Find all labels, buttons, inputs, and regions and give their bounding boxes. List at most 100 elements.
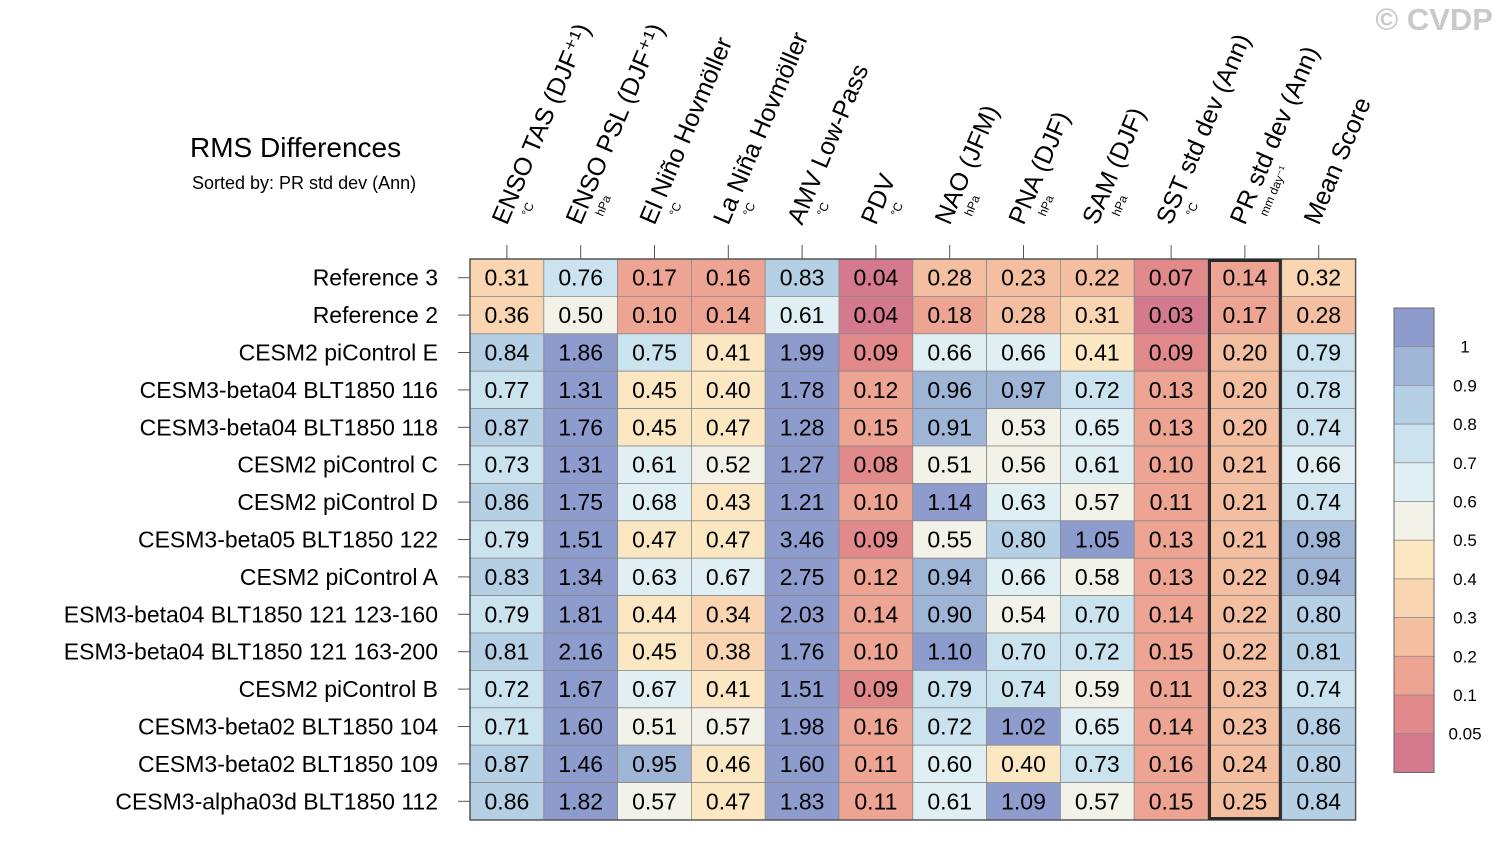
cell-value: 0.61	[1075, 452, 1120, 478]
heatmap-cell	[1060, 782, 1135, 821]
heatmap-cell	[691, 557, 766, 597]
cell-value: 0.98	[1296, 527, 1341, 553]
cell-value: 0.16	[706, 265, 751, 291]
heatmap-cell	[543, 557, 618, 597]
cell-value: 0.38	[706, 639, 751, 665]
colorbar-segment	[1393, 346, 1435, 386]
heatmap-cell	[838, 782, 914, 821]
cell-value: 1.34	[558, 564, 603, 590]
heatmap-cell	[617, 744, 692, 784]
column-label: Mean Score	[1298, 93, 1376, 228]
cell-value: 0.28	[1296, 302, 1341, 328]
chart-subtitle: Sorted by: PR std dev (Ann)	[192, 173, 416, 193]
heatmap-cell	[1133, 782, 1209, 821]
heatmap-cell	[1133, 670, 1209, 709]
heatmap-cell	[912, 445, 987, 484]
cell-value: 0.13	[1149, 564, 1194, 590]
row-label: CESM3-beta02 BLT1850 109	[138, 751, 438, 777]
cell-value: 0.18	[927, 302, 972, 328]
heatmap-cell	[912, 632, 987, 671]
cell-value: 0.72	[485, 676, 530, 702]
cell-value: 0.15	[854, 414, 899, 440]
heatmap-cell	[543, 707, 618, 746]
heatmap-cell	[469, 670, 545, 709]
cell-value: 0.41	[1075, 340, 1120, 366]
column-unit: °C	[1183, 200, 1201, 218]
heatmap-cell	[1060, 408, 1135, 447]
column-label: AMV Low-Pass	[782, 60, 875, 228]
heatmap-cell	[1207, 408, 1283, 447]
heatmap-cell	[1133, 595, 1209, 634]
column-unit: °C	[740, 200, 758, 218]
cell-value: 1.31	[558, 377, 603, 403]
cell-value: 0.56	[1001, 452, 1046, 478]
heatmap-cell	[691, 408, 766, 447]
cell-value: 0.63	[632, 564, 677, 590]
heatmap-cell	[912, 557, 987, 597]
heatmap-cell	[543, 595, 618, 634]
cell-value: 2.75	[780, 564, 825, 590]
cell-value: 0.74	[1296, 676, 1341, 702]
cell-value: 0.15	[1149, 639, 1194, 665]
heatmap-cell	[469, 520, 545, 559]
cell-value: 0.72	[1075, 639, 1120, 665]
cell-value: 0.14	[1149, 601, 1194, 627]
cell-value: 0.79	[1296, 340, 1341, 366]
cell-value: 0.94	[1296, 564, 1341, 590]
colorbar-segment	[1393, 617, 1435, 657]
cell-value: 0.51	[632, 714, 677, 740]
row-label: CESM3-beta04 BLT1850 116	[140, 377, 438, 403]
heatmap-cell	[543, 670, 618, 709]
heatmap-cell	[543, 370, 618, 410]
heatmap-cell	[912, 482, 987, 522]
cell-value: 0.20	[1223, 340, 1268, 366]
cell-value: 0.50	[558, 302, 603, 328]
heatmap-cell	[986, 520, 1061, 559]
heatmap-cell	[986, 370, 1061, 410]
heatmap-cell	[617, 408, 692, 447]
colorbar-label: 0.1	[1453, 686, 1477, 705]
heatmap-cell	[1133, 295, 1209, 335]
cell-value: 0.55	[927, 527, 972, 553]
cell-value: 0.12	[854, 564, 899, 590]
cell-value: 0.41	[706, 340, 751, 366]
cell-value: 1.09	[1001, 788, 1046, 814]
cell-value: 0.22	[1223, 564, 1268, 590]
cell-value: 0.45	[632, 414, 677, 440]
chart-title: RMS Differences	[190, 132, 401, 163]
heatmap-cell	[1207, 557, 1283, 597]
heatmap-cell	[986, 595, 1061, 634]
cell-value: 0.20	[1223, 377, 1268, 403]
cell-value: 1.82	[558, 788, 603, 814]
heatmap-cell	[986, 670, 1061, 709]
heatmap-cell	[1060, 445, 1135, 484]
cell-value: 0.04	[854, 265, 899, 291]
cell-value: 0.10	[854, 639, 899, 665]
heatmap-cell	[764, 520, 840, 559]
cell-value: 0.43	[706, 489, 751, 515]
heatmap-cell	[1281, 670, 1357, 709]
heatmap-cell	[838, 408, 914, 447]
cell-value: 0.15	[1149, 788, 1194, 814]
cell-value: 0.80	[1001, 527, 1046, 553]
cell-value: 0.41	[706, 676, 751, 702]
cell-value: 0.09	[854, 676, 899, 702]
row-label: Reference 3	[313, 265, 438, 291]
heatmap-cell	[469, 744, 545, 784]
heatmap-cell	[469, 295, 545, 335]
highlight-column-box	[1208, 259, 1282, 820]
heatmap-cell	[691, 670, 766, 709]
heatmap-cell	[1281, 258, 1357, 297]
heatmap-cell	[691, 295, 766, 335]
heatmap-cell	[1281, 408, 1357, 447]
cell-value: 2.03	[780, 601, 825, 627]
heatmap-cell	[986, 707, 1061, 746]
cell-value: 0.47	[632, 527, 677, 553]
heatmap-cell	[838, 595, 914, 634]
cell-value: 0.96	[927, 377, 972, 403]
row-label: CESM3-alpha03d BLT1850 112	[115, 788, 438, 814]
heatmap-cell	[1281, 295, 1357, 335]
colorbar-label: 0.9	[1453, 376, 1477, 395]
cell-value: 0.65	[1075, 714, 1120, 740]
heatmap-cell	[1207, 520, 1283, 559]
